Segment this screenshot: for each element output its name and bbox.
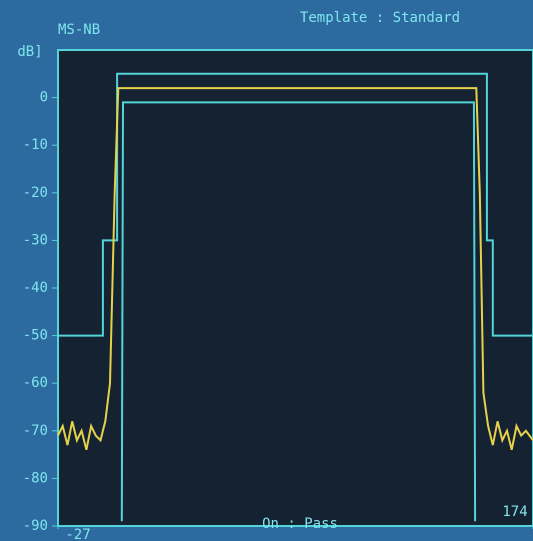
y-tick-label: -10 xyxy=(23,137,48,153)
status-label: On : Pass xyxy=(262,516,338,532)
y-tick-label: -40 xyxy=(23,280,48,296)
y-tick-label: -30 xyxy=(23,232,48,248)
series-line xyxy=(120,101,477,522)
y-tick-label: -60 xyxy=(23,375,48,391)
y-tick-label: -50 xyxy=(23,328,48,344)
y-tick-label: -80 xyxy=(23,470,48,486)
y-tick-label: -70 xyxy=(23,423,48,439)
plot-area xyxy=(57,49,533,527)
chart-title: MS-NB xyxy=(58,22,100,38)
y-tick-label: -20 xyxy=(23,185,48,201)
series-line xyxy=(57,87,533,451)
x-tick-label: 174 xyxy=(502,504,527,520)
y-axis-label: dB] xyxy=(17,44,42,60)
y-tick-label: 0 xyxy=(40,90,48,106)
y-tick-label: -90 xyxy=(23,518,48,534)
series-line xyxy=(58,72,533,337)
x-tick-label: -27 xyxy=(65,527,90,541)
template-label: Template : Standard xyxy=(300,10,460,26)
